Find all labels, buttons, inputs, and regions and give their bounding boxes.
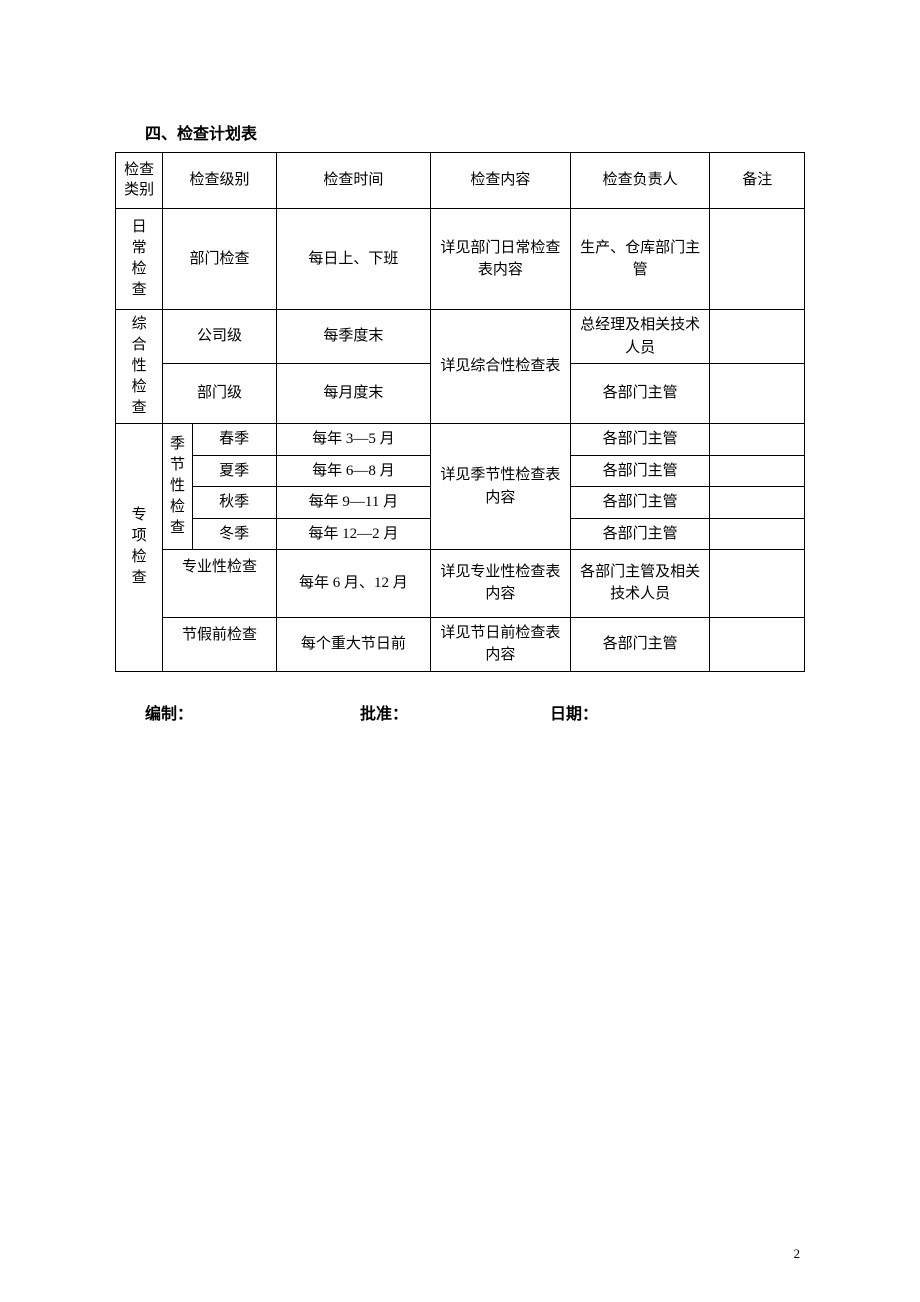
category-comprehensive: 综合性检查 <box>116 310 163 424</box>
season-cell: 秋季 <box>192 487 276 519</box>
person-cell: 各部门主管 <box>570 455 710 487</box>
table-row: 专业性检查 每年 6 月、12 月 详见专业性检查表内容 各部门主管及相关技术人… <box>116 550 805 618</box>
header-person: 检查负责人 <box>570 153 710 209</box>
category-daily: 日常检查 <box>116 209 163 310</box>
section-title: 四、检查计划表 <box>115 120 805 144</box>
person-cell: 各部门主管 <box>570 487 710 519</box>
level-cell: 专业性检查 <box>163 550 276 618</box>
page-number: 2 <box>794 1246 801 1262</box>
remark-cell <box>710 310 805 364</box>
vertical-label: 综合性检查 <box>118 314 160 419</box>
time-cell: 每年 6 月、12 月 <box>276 550 430 618</box>
category-special: 专项检查 <box>116 424 163 672</box>
table-row: 节假前检查 每个重大节日前 详见节日前检查表内容 各部门主管 <box>116 617 805 671</box>
footer-date: 日期： <box>550 700 598 724</box>
remark-cell <box>710 364 805 424</box>
table-row: 日常检查 部门检查 每日上、下班 详见部门日常检查表内容 生产、仓库部门主管 <box>116 209 805 310</box>
footer-compiled: 编制： <box>145 700 360 724</box>
content-cell: 详见专业性检查表内容 <box>431 550 571 618</box>
header-remark: 备注 <box>710 153 805 209</box>
season-cell: 夏季 <box>192 455 276 487</box>
header-category: 检查 类别 <box>116 153 163 209</box>
content-cell: 详见季节性检查表内容 <box>431 424 571 550</box>
remark-cell <box>710 209 805 310</box>
table-row: 专项检查 季节性检查 春季 每年 3—5 月 详见季节性检查表内容 各部门主管 <box>116 424 805 456</box>
remark-cell <box>710 518 805 550</box>
person-cell: 各部门主管 <box>570 617 710 671</box>
time-cell: 每年 9—11 月 <box>276 487 430 519</box>
level-cell: 部门级 <box>163 364 276 424</box>
header-time: 检查时间 <box>276 153 430 209</box>
person-cell: 生产、仓库部门主管 <box>570 209 710 310</box>
level-cell: 节假前检查 <box>163 617 276 671</box>
time-cell: 每年 6—8 月 <box>276 455 430 487</box>
inspection-plan-table: 检查 类别 检查级别 检查时间 检查内容 检查负责人 备注 日常检查 部门检查 … <box>115 152 805 672</box>
content-cell: 详见综合性检查表 <box>431 310 571 424</box>
time-cell: 每个重大节日前 <box>276 617 430 671</box>
level-cell: 部门检查 <box>163 209 276 310</box>
footer-line: 编制： 批准： 日期： <box>115 700 805 724</box>
remark-cell <box>710 455 805 487</box>
person-cell: 各部门主管 <box>570 424 710 456</box>
season-cell: 冬季 <box>192 518 276 550</box>
table-header-row: 检查 类别 检查级别 检查时间 检查内容 检查负责人 备注 <box>116 153 805 209</box>
header-level: 检查级别 <box>163 153 276 209</box>
person-cell: 各部门主管 <box>570 364 710 424</box>
content-cell: 详见部门日常检查表内容 <box>431 209 571 310</box>
time-cell: 每季度末 <box>276 310 430 364</box>
season-cell: 春季 <box>192 424 276 456</box>
time-cell: 每日上、下班 <box>276 209 430 310</box>
time-cell: 每月度末 <box>276 364 430 424</box>
seasonal-group: 季节性检查 <box>163 424 192 550</box>
footer-approved: 批准： <box>360 700 550 724</box>
content-cell: 详见节日前检查表内容 <box>431 617 571 671</box>
table-row: 综合性检查 公司级 每季度末 详见综合性检查表 总经理及相关技术人员 <box>116 310 805 364</box>
remark-cell <box>710 424 805 456</box>
remark-cell <box>710 617 805 671</box>
vertical-label: 季节性检查 <box>164 434 190 539</box>
vertical-label: 专项检查 <box>118 505 160 589</box>
level-cell: 公司级 <box>163 310 276 364</box>
header-content: 检查内容 <box>431 153 571 209</box>
person-cell: 总经理及相关技术人员 <box>570 310 710 364</box>
time-cell: 每年 12—2 月 <box>276 518 430 550</box>
remark-cell <box>710 550 805 618</box>
remark-cell <box>710 487 805 519</box>
person-cell: 各部门主管及相关技术人员 <box>570 550 710 618</box>
person-cell: 各部门主管 <box>570 518 710 550</box>
vertical-label: 日常检查 <box>118 217 160 301</box>
time-cell: 每年 3—5 月 <box>276 424 430 456</box>
